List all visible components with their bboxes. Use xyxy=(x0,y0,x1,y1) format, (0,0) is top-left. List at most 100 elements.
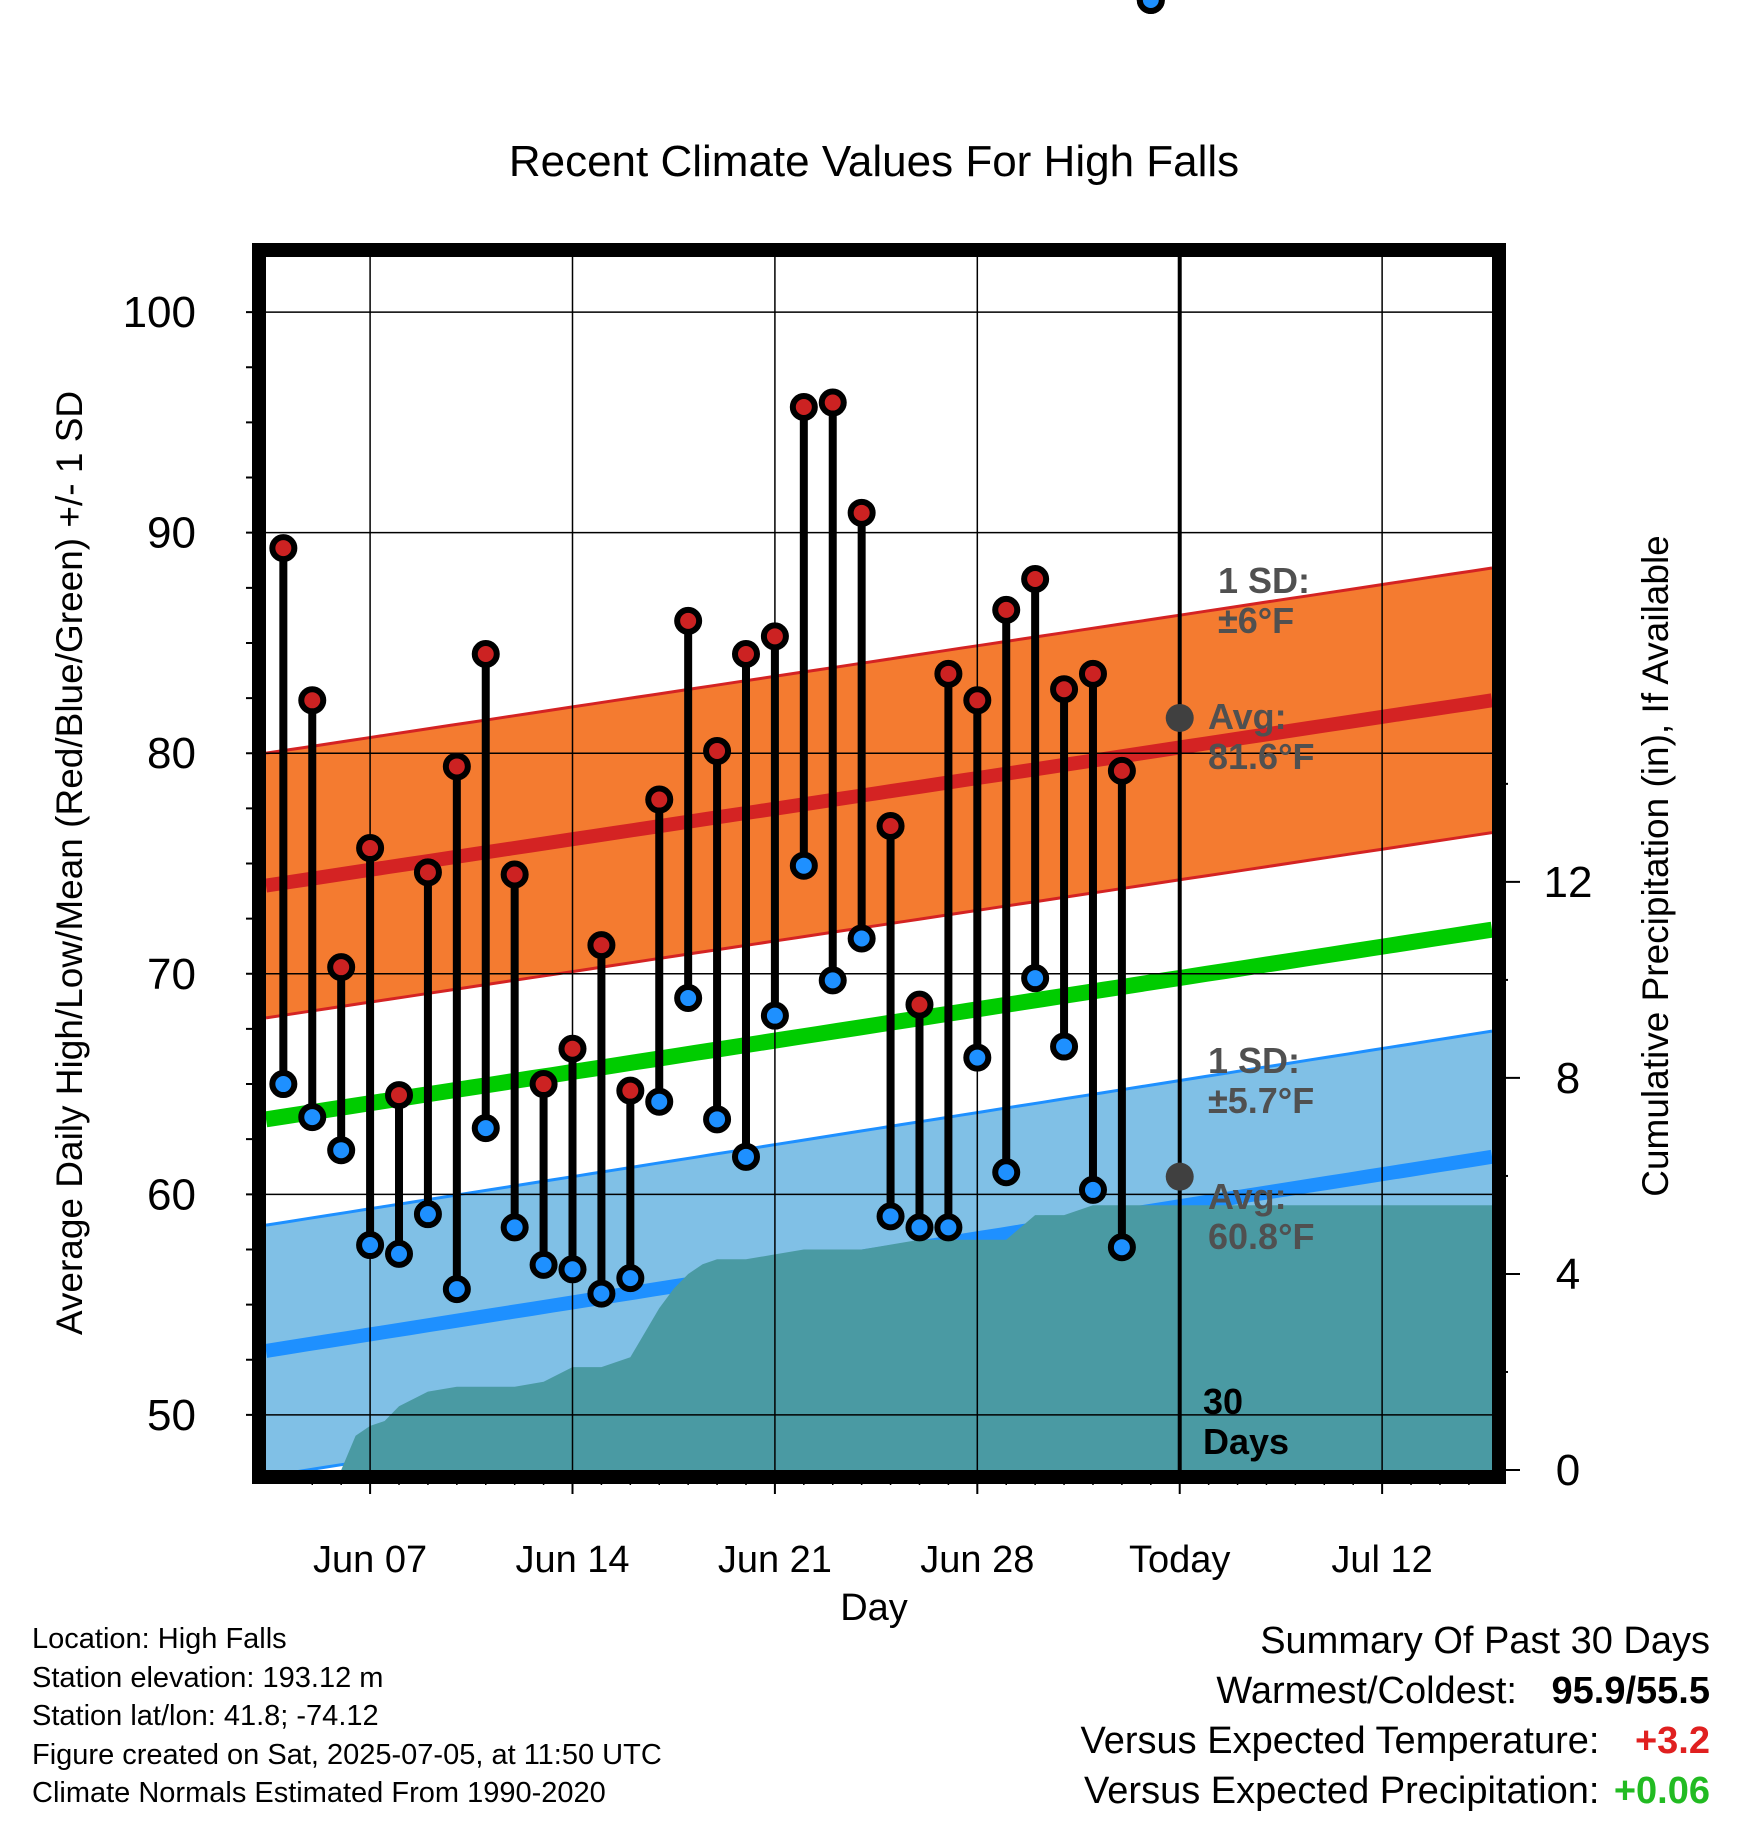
low-marker xyxy=(616,1264,645,1293)
precip-value: +0.06 xyxy=(1613,1770,1710,1812)
low-avg-label: Avg: xyxy=(1208,1176,1287,1217)
high-marker xyxy=(356,834,385,863)
elevation-text: Station elevation: 193.12 m xyxy=(32,1661,384,1694)
warmest-label: Warmest/Coldest: xyxy=(1216,1670,1517,1712)
high-marker xyxy=(616,1076,645,1105)
precip-area xyxy=(283,1205,1492,1470)
high-marker xyxy=(645,785,674,814)
y-axis-label: Average Daily High/Low/Mean (Red/Blue/Gr… xyxy=(49,391,90,1335)
x-tick-label: Jul 12 xyxy=(1331,1539,1432,1581)
low-marker xyxy=(818,966,847,995)
normal-high-line xyxy=(266,693,1492,893)
low-marker xyxy=(442,1275,471,1304)
y2-tick-label: 4 xyxy=(1556,1250,1580,1299)
high-marker xyxy=(818,388,847,417)
high-marker xyxy=(876,812,905,841)
high-marker xyxy=(789,392,818,421)
temp-value: +3.2 xyxy=(1634,1720,1710,1762)
low-marker xyxy=(385,1239,414,1268)
y2-tick-label: 0 xyxy=(1556,1446,1580,1495)
low-avg-label: 60.8°F xyxy=(1208,1216,1314,1257)
created-text: Figure created on Sat, 2025-07-05, at 11… xyxy=(32,1738,662,1771)
low-marker xyxy=(992,1158,1021,1187)
low-marker xyxy=(963,1043,992,1072)
high-marker xyxy=(934,659,963,688)
high-marker xyxy=(992,595,1021,624)
y-tick-label: 80 xyxy=(147,729,196,778)
low-marker xyxy=(327,1136,356,1165)
summary-warmest-row: Warmest/Coldest: 95.9/55.5 xyxy=(1081,1666,1710,1716)
high-avg-label: 81.6°F xyxy=(1208,736,1314,777)
low-sd-label: 1 SD: xyxy=(1208,1040,1300,1081)
low-marker xyxy=(731,1142,760,1171)
high-marker xyxy=(760,622,789,651)
high-marker xyxy=(1050,675,1079,704)
high-marker xyxy=(1107,756,1136,785)
high-marker xyxy=(905,990,934,1019)
high-marker xyxy=(442,752,471,781)
low-marker xyxy=(500,1213,529,1242)
high-marker xyxy=(674,606,703,635)
low-marker xyxy=(789,851,818,880)
low-marker xyxy=(1021,964,1050,993)
low-sd-label: ±5.7°F xyxy=(1208,1080,1314,1121)
high-marker xyxy=(587,931,616,960)
low-marker xyxy=(1078,1175,1107,1204)
low-marker xyxy=(674,984,703,1013)
low-marker xyxy=(760,1001,789,1030)
high-marker xyxy=(1021,564,1050,593)
y-tick-label: 60 xyxy=(147,1170,196,1219)
low-marker xyxy=(905,1213,934,1242)
high-marker xyxy=(298,686,327,715)
x-tick-label: Jun 28 xyxy=(920,1539,1034,1581)
location-text: Location: High Falls xyxy=(32,1623,287,1655)
temp-label: Versus Expected Temperature: xyxy=(1080,1720,1600,1762)
summary-panel: Summary Of Past 30 Days Warmest/Coldest:… xyxy=(1081,1616,1710,1816)
x-tick-label: Jun 14 xyxy=(515,1539,629,1581)
high-marker xyxy=(529,1070,558,1099)
low-marker xyxy=(587,1279,616,1308)
low-marker xyxy=(471,1114,500,1143)
high-marker xyxy=(731,639,760,668)
low-marker xyxy=(298,1103,327,1132)
normals-text: Climate Normals Estimated From 1990-2020 xyxy=(32,1777,606,1809)
station-info: Location: High Falls Station elevation: … xyxy=(32,1620,662,1813)
low-marker xyxy=(1107,1233,1136,1262)
high-marker xyxy=(963,686,992,715)
y-tick-label: 50 xyxy=(147,1391,196,1440)
period-label: 30 xyxy=(1203,1381,1243,1422)
chart-title: Recent Climate Values For High Falls xyxy=(509,137,1239,186)
y-tick-label: 90 xyxy=(147,509,196,558)
period-label: Days xyxy=(1203,1421,1289,1462)
x-tick-label: Today xyxy=(1129,1539,1230,1581)
today-low-normal-marker xyxy=(1165,1162,1194,1191)
normal-low-band-upper-edge xyxy=(266,1029,1492,1227)
latlon-text: Station lat/lon: 41.8; -74.12 xyxy=(32,1700,379,1732)
high-marker xyxy=(847,498,876,527)
low-marker xyxy=(645,1087,674,1116)
warmest-value: 95.9/55.5 xyxy=(1551,1670,1710,1712)
normal-high-band-lower-edge xyxy=(266,831,1492,1020)
low-marker xyxy=(847,924,876,953)
summary-temp-row: Versus Expected Temperature: +3.2 xyxy=(1081,1716,1710,1766)
y-tick-label: 100 xyxy=(123,288,196,337)
normal-mean-line xyxy=(266,921,1492,1128)
y2-axis-label: Cumulative Precipitation (in), If Availa… xyxy=(1635,535,1676,1197)
high-marker xyxy=(413,858,442,887)
y2-tick-label: 8 xyxy=(1556,1054,1580,1103)
low-marker xyxy=(529,1250,558,1279)
high-sd-label: 1 SD: xyxy=(1218,560,1310,601)
high-marker xyxy=(327,953,356,982)
high-marker xyxy=(1078,659,1107,688)
low-marker xyxy=(1136,0,1165,14)
low-marker xyxy=(269,1070,298,1099)
summary-precip-row: Versus Expected Precipitation: +0.06 xyxy=(1081,1766,1710,1816)
high-avg-label: Avg: xyxy=(1208,696,1287,737)
high-marker xyxy=(471,639,500,668)
low-marker xyxy=(558,1255,587,1284)
high-marker xyxy=(385,1081,414,1110)
high-sd-label: ±6°F xyxy=(1218,600,1294,641)
today-high-normal-marker xyxy=(1165,703,1194,732)
normal-high-band-upper-edge xyxy=(266,566,1492,755)
